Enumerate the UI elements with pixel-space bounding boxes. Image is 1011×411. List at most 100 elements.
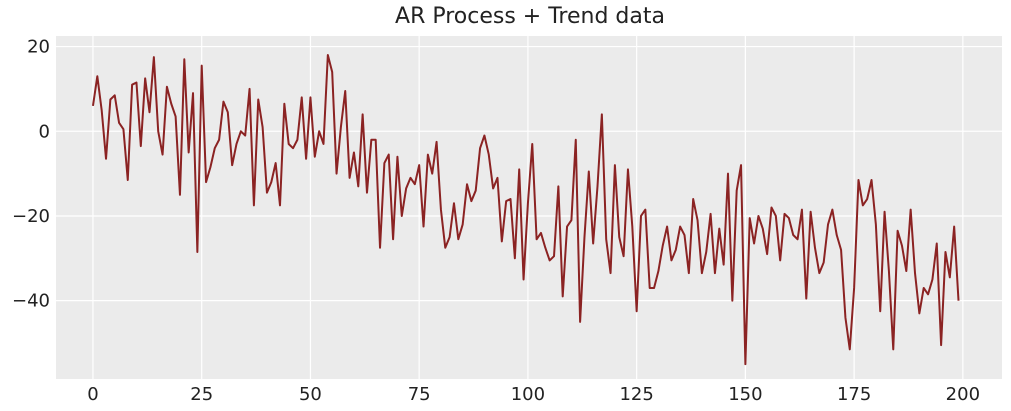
data-point bbox=[162, 154, 164, 156]
data-point bbox=[697, 219, 699, 221]
data-point bbox=[844, 317, 846, 319]
y-tick-label: 0 bbox=[39, 121, 50, 142]
data-point bbox=[257, 99, 259, 101]
data-point bbox=[901, 245, 903, 247]
data-point bbox=[188, 151, 190, 153]
data-point bbox=[427, 154, 429, 156]
data-point bbox=[592, 242, 594, 244]
data-point bbox=[784, 213, 786, 215]
data-point bbox=[679, 226, 681, 228]
data-point bbox=[597, 185, 599, 187]
data-point bbox=[183, 58, 185, 60]
data-point bbox=[727, 173, 729, 175]
data-point bbox=[762, 228, 764, 230]
data-point bbox=[649, 287, 651, 289]
data-point bbox=[566, 226, 568, 228]
data-point bbox=[266, 192, 268, 194]
data-point bbox=[122, 128, 124, 130]
data-point bbox=[562, 295, 564, 297]
data-point bbox=[192, 92, 194, 94]
data-point bbox=[353, 151, 355, 153]
data-point bbox=[218, 139, 220, 141]
data-point bbox=[349, 177, 351, 179]
data-point bbox=[823, 262, 825, 264]
data-point bbox=[501, 240, 503, 242]
data-point bbox=[301, 96, 303, 98]
data-point bbox=[118, 122, 120, 124]
data-point bbox=[557, 185, 559, 187]
data-point bbox=[131, 84, 133, 86]
data-point bbox=[801, 209, 803, 211]
data-point bbox=[279, 204, 281, 206]
data-point bbox=[840, 249, 842, 251]
data-point bbox=[470, 200, 472, 202]
data-point bbox=[157, 130, 159, 132]
data-point bbox=[653, 287, 655, 289]
data-point bbox=[662, 245, 664, 247]
data-point bbox=[753, 242, 755, 244]
data-point bbox=[449, 236, 451, 238]
data-point bbox=[731, 300, 733, 302]
data-point bbox=[453, 202, 455, 204]
data-point bbox=[436, 141, 438, 143]
data-point bbox=[283, 103, 285, 105]
data-point bbox=[831, 209, 833, 211]
data-point bbox=[575, 139, 577, 141]
data-point bbox=[949, 276, 951, 278]
data-point bbox=[418, 164, 420, 166]
data-point bbox=[805, 298, 807, 300]
data-point bbox=[231, 164, 233, 166]
data-point bbox=[92, 105, 94, 107]
data-point bbox=[953, 226, 955, 228]
data-point bbox=[196, 251, 198, 253]
data-point bbox=[666, 226, 668, 228]
data-point bbox=[944, 251, 946, 253]
data-point bbox=[940, 344, 942, 346]
data-point bbox=[818, 272, 820, 274]
data-point bbox=[644, 209, 646, 211]
data-point bbox=[109, 99, 111, 101]
data-point bbox=[514, 257, 516, 259]
data-point bbox=[114, 94, 116, 96]
data-point bbox=[249, 88, 251, 90]
data-point bbox=[531, 143, 533, 145]
data-point bbox=[601, 113, 603, 115]
data-point bbox=[175, 115, 177, 117]
data-point bbox=[570, 219, 572, 221]
data-point bbox=[505, 200, 507, 202]
data-point bbox=[327, 54, 329, 56]
data-point bbox=[166, 86, 168, 88]
data-point bbox=[253, 204, 255, 206]
data-point bbox=[179, 194, 181, 196]
data-point bbox=[897, 230, 899, 232]
data-point bbox=[810, 211, 812, 213]
data-point bbox=[866, 198, 868, 200]
data-point bbox=[875, 223, 877, 225]
data-point bbox=[205, 181, 207, 183]
data-point bbox=[149, 111, 151, 113]
data-point bbox=[462, 223, 464, 225]
data-point bbox=[927, 293, 929, 295]
y-tick-label: −40 bbox=[12, 291, 50, 312]
data-point bbox=[227, 111, 229, 113]
data-point bbox=[488, 154, 490, 156]
data-point bbox=[958, 300, 960, 302]
data-point bbox=[492, 187, 494, 189]
data-point bbox=[931, 278, 933, 280]
data-point bbox=[527, 202, 529, 204]
data-point bbox=[523, 278, 525, 280]
data-point bbox=[740, 164, 742, 166]
data-point bbox=[409, 177, 411, 179]
data-point bbox=[370, 139, 372, 141]
data-point bbox=[105, 158, 107, 160]
data-point bbox=[849, 348, 851, 350]
data-point bbox=[692, 198, 694, 200]
data-point bbox=[383, 162, 385, 164]
data-point bbox=[275, 162, 277, 164]
data-point bbox=[936, 242, 938, 244]
data-point bbox=[657, 270, 659, 272]
x-tick-label: 175 bbox=[837, 384, 871, 405]
data-point bbox=[871, 179, 873, 181]
